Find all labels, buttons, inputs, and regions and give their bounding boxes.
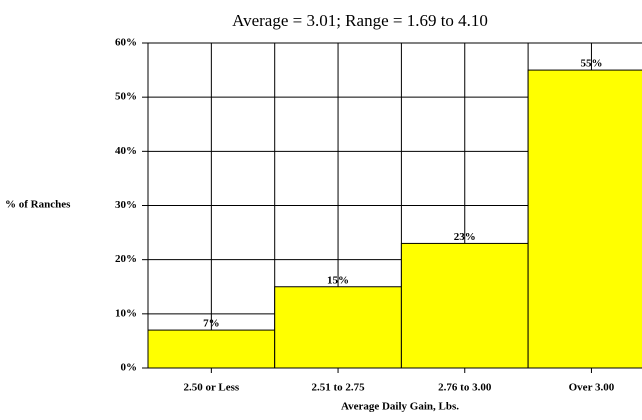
y-axis-label: % of Ranches [5,199,71,211]
y-tick-label: 50% [115,91,137,103]
y-tick-label: 60% [115,37,137,49]
value-label: 55% [580,58,602,70]
y-tick-label: 30% [115,199,137,211]
value-label: 15% [327,274,349,286]
bar [400,242,529,369]
x-tick-label: 2.76 to 3.00 [438,382,492,394]
x-axis-label: Average Daily Gain, Lbs. [341,401,459,413]
chart-title: Average = 3.01; Range = 1.69 to 4.10 [232,11,488,30]
bar [527,69,642,369]
value-label: 7% [203,318,220,330]
x-tick-label: 2.51 to 2.75 [311,382,365,394]
x-tick-label: 2.50 or Less [183,382,239,394]
y-tick-label: 10% [115,307,137,319]
value-label: 23% [454,231,476,243]
x-tick-label: Over 3.00 [569,382,615,394]
bar [274,286,402,369]
y-tick-label: 0% [121,362,138,374]
y-tick-label: 20% [115,253,137,265]
bar [147,329,276,369]
y-tick-label: 40% [115,145,137,157]
